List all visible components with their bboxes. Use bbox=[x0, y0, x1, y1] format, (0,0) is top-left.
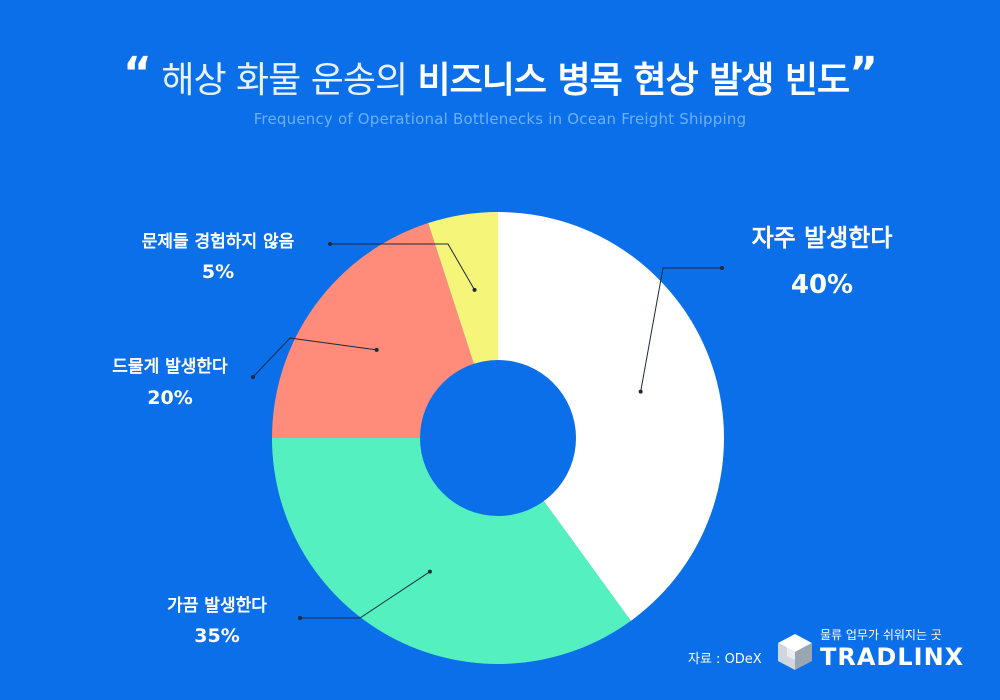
title-light-part: 해상 화물 운송의 bbox=[161, 60, 408, 101]
slice-value-never: 5% bbox=[202, 261, 234, 283]
slice-label-sometimes: 가끔 발생한다 bbox=[167, 596, 267, 616]
leader-line-rarely bbox=[252, 337, 377, 378]
source-note: 자료 : ODeX bbox=[688, 652, 762, 667]
leader-end-dot-never bbox=[328, 242, 332, 246]
title-block: “ 해상 화물 운송의 비즈니스 병목 현상 발생 빈도” Frequency … bbox=[0, 48, 1000, 128]
brand-tagline: 물류 업무가 쉬워지는 곳 bbox=[820, 628, 942, 642]
leader-dot-never bbox=[472, 287, 477, 292]
chart-title: “ 해상 화물 운송의 비즈니스 병목 현상 발생 빈도” bbox=[0, 48, 1000, 102]
close-quote-mark: ” bbox=[849, 48, 878, 99]
open-quote-mark: “ bbox=[122, 48, 152, 99]
leader-end-dot-often bbox=[720, 266, 724, 270]
brand-logo-text: TRADLINX bbox=[820, 643, 965, 671]
brand-block: 물류 업무가 쉬워지는 곳 TRADLINX bbox=[776, 626, 986, 676]
pie-slice-sometimes bbox=[272, 438, 631, 664]
chart-subtitle: Frequency of Operational Bottlenecks in … bbox=[253, 110, 747, 129]
leader-dot-sometimes bbox=[427, 569, 432, 574]
slice-value-often: 40% bbox=[791, 270, 853, 300]
title-bold-part: 비즈니스 병목 현상 발생 빈도 bbox=[417, 60, 851, 101]
donut-hole bbox=[420, 360, 576, 516]
leader-dot-often bbox=[638, 389, 643, 394]
leader-end-dot-rarely bbox=[251, 375, 255, 379]
slice-label-never: 문제들 경험하지 않음 bbox=[142, 231, 295, 252]
leader-end-dot-sometimes bbox=[298, 616, 302, 620]
pie-slice-often bbox=[498, 212, 724, 621]
tradlinx-cube-icon bbox=[778, 634, 812, 670]
slice-value-rarely: 20% bbox=[147, 387, 192, 409]
leader-line-sometimes bbox=[300, 571, 431, 619]
slice-label-often: 자주 발생한다 bbox=[752, 224, 893, 252]
leader-dot-rarely bbox=[374, 347, 379, 352]
slice-value-sometimes: 35% bbox=[194, 625, 239, 647]
slice-label-rarely: 드물게 발생한다 bbox=[112, 357, 228, 377]
leader-line-never bbox=[330, 243, 475, 291]
leader-line-often bbox=[640, 267, 722, 392]
